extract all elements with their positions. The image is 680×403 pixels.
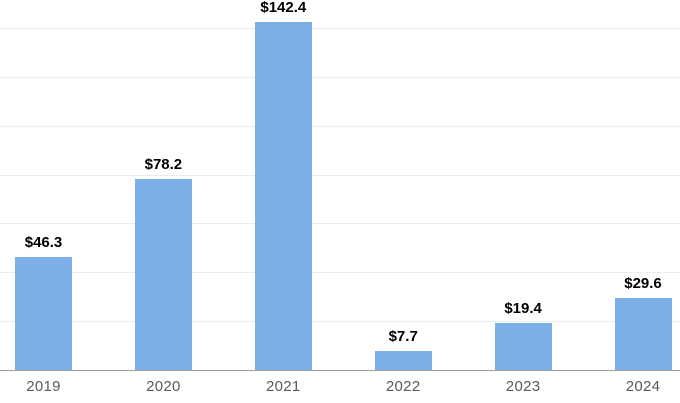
bar xyxy=(494,322,552,370)
bar xyxy=(374,351,432,370)
gridline xyxy=(0,174,680,176)
value-label: $142.4 xyxy=(260,0,307,17)
value-label: $29.6 xyxy=(624,274,662,292)
gridline xyxy=(0,272,680,274)
x-tick-label: 2021 xyxy=(266,378,301,395)
bar xyxy=(614,297,672,370)
value-label: $46.3 xyxy=(24,233,63,251)
bar xyxy=(134,179,192,370)
x-tick-label: 2024 xyxy=(625,378,661,395)
x-tick-label: 2020 xyxy=(146,378,181,395)
gridline xyxy=(0,28,680,29)
bar xyxy=(15,256,72,370)
gridline xyxy=(0,125,680,127)
value-label: $78.2 xyxy=(144,156,183,173)
x-axis-line xyxy=(0,370,680,371)
value-label: $7.7 xyxy=(388,328,418,346)
x-tick-label: 2019 xyxy=(26,378,61,395)
value-label: $19.4 xyxy=(504,299,542,317)
x-tick-label: 2022 xyxy=(385,378,421,395)
gridline xyxy=(0,321,680,323)
gridline xyxy=(0,223,680,225)
x-tick-label: 2023 xyxy=(505,378,541,395)
gridline xyxy=(0,76,680,78)
bar xyxy=(254,22,312,370)
